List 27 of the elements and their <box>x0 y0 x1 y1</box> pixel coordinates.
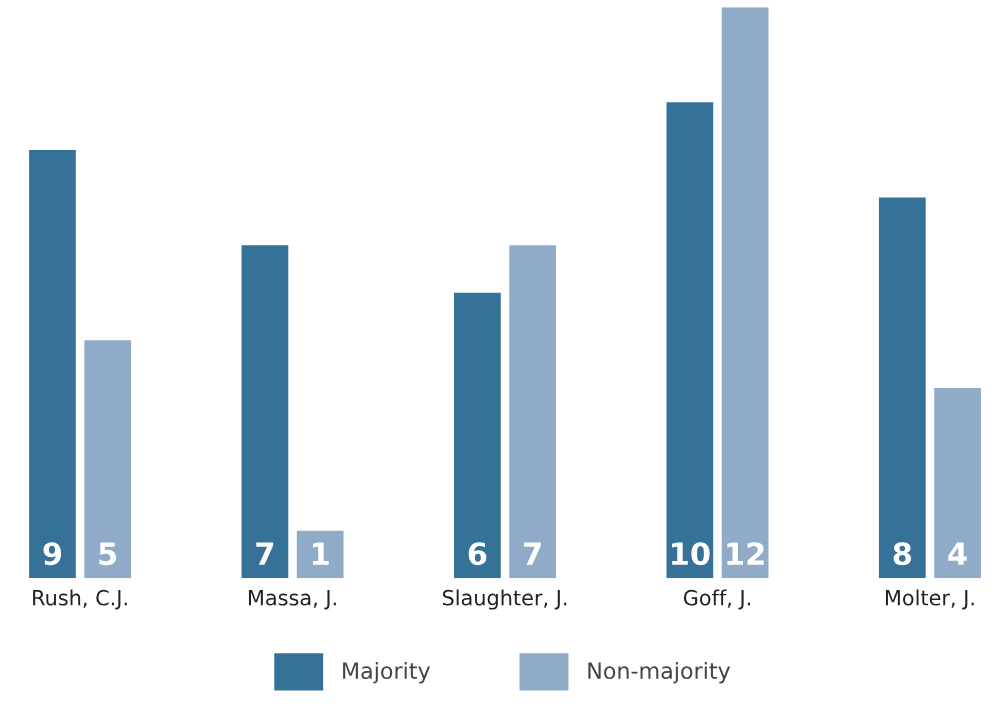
legend-label: Non-majority <box>588 661 731 684</box>
bar <box>509 245 556 579</box>
bar <box>454 292 501 579</box>
bar <box>666 102 714 579</box>
data-label: 10 <box>672 542 710 566</box>
data-label: 6 <box>468 542 487 566</box>
data-label: 9 <box>43 542 62 566</box>
bar <box>878 197 926 579</box>
bar <box>721 7 769 579</box>
bar <box>934 387 981 579</box>
bar <box>29 149 76 579</box>
data-label: 7 <box>524 542 541 565</box>
data-label: 12 <box>727 542 764 565</box>
legend-label: Majority <box>343 661 430 684</box>
bar <box>84 340 132 579</box>
x-tick-label: Massa, J. <box>248 590 336 610</box>
data-label: 8 <box>893 542 912 566</box>
bar <box>296 530 344 579</box>
bar <box>241 245 289 579</box>
data-label: 1 <box>312 542 329 565</box>
data-label: 4 <box>948 542 967 565</box>
data-label: 5 <box>99 542 117 566</box>
x-tick-label: Rush, C.J. <box>33 589 127 610</box>
x-tick-label: Slaughter, J. <box>442 589 567 610</box>
data-label: 7 <box>256 542 274 565</box>
x-tick-label: Goff, J. <box>683 589 751 610</box>
x-tick-label: Molter, J. <box>885 589 974 610</box>
